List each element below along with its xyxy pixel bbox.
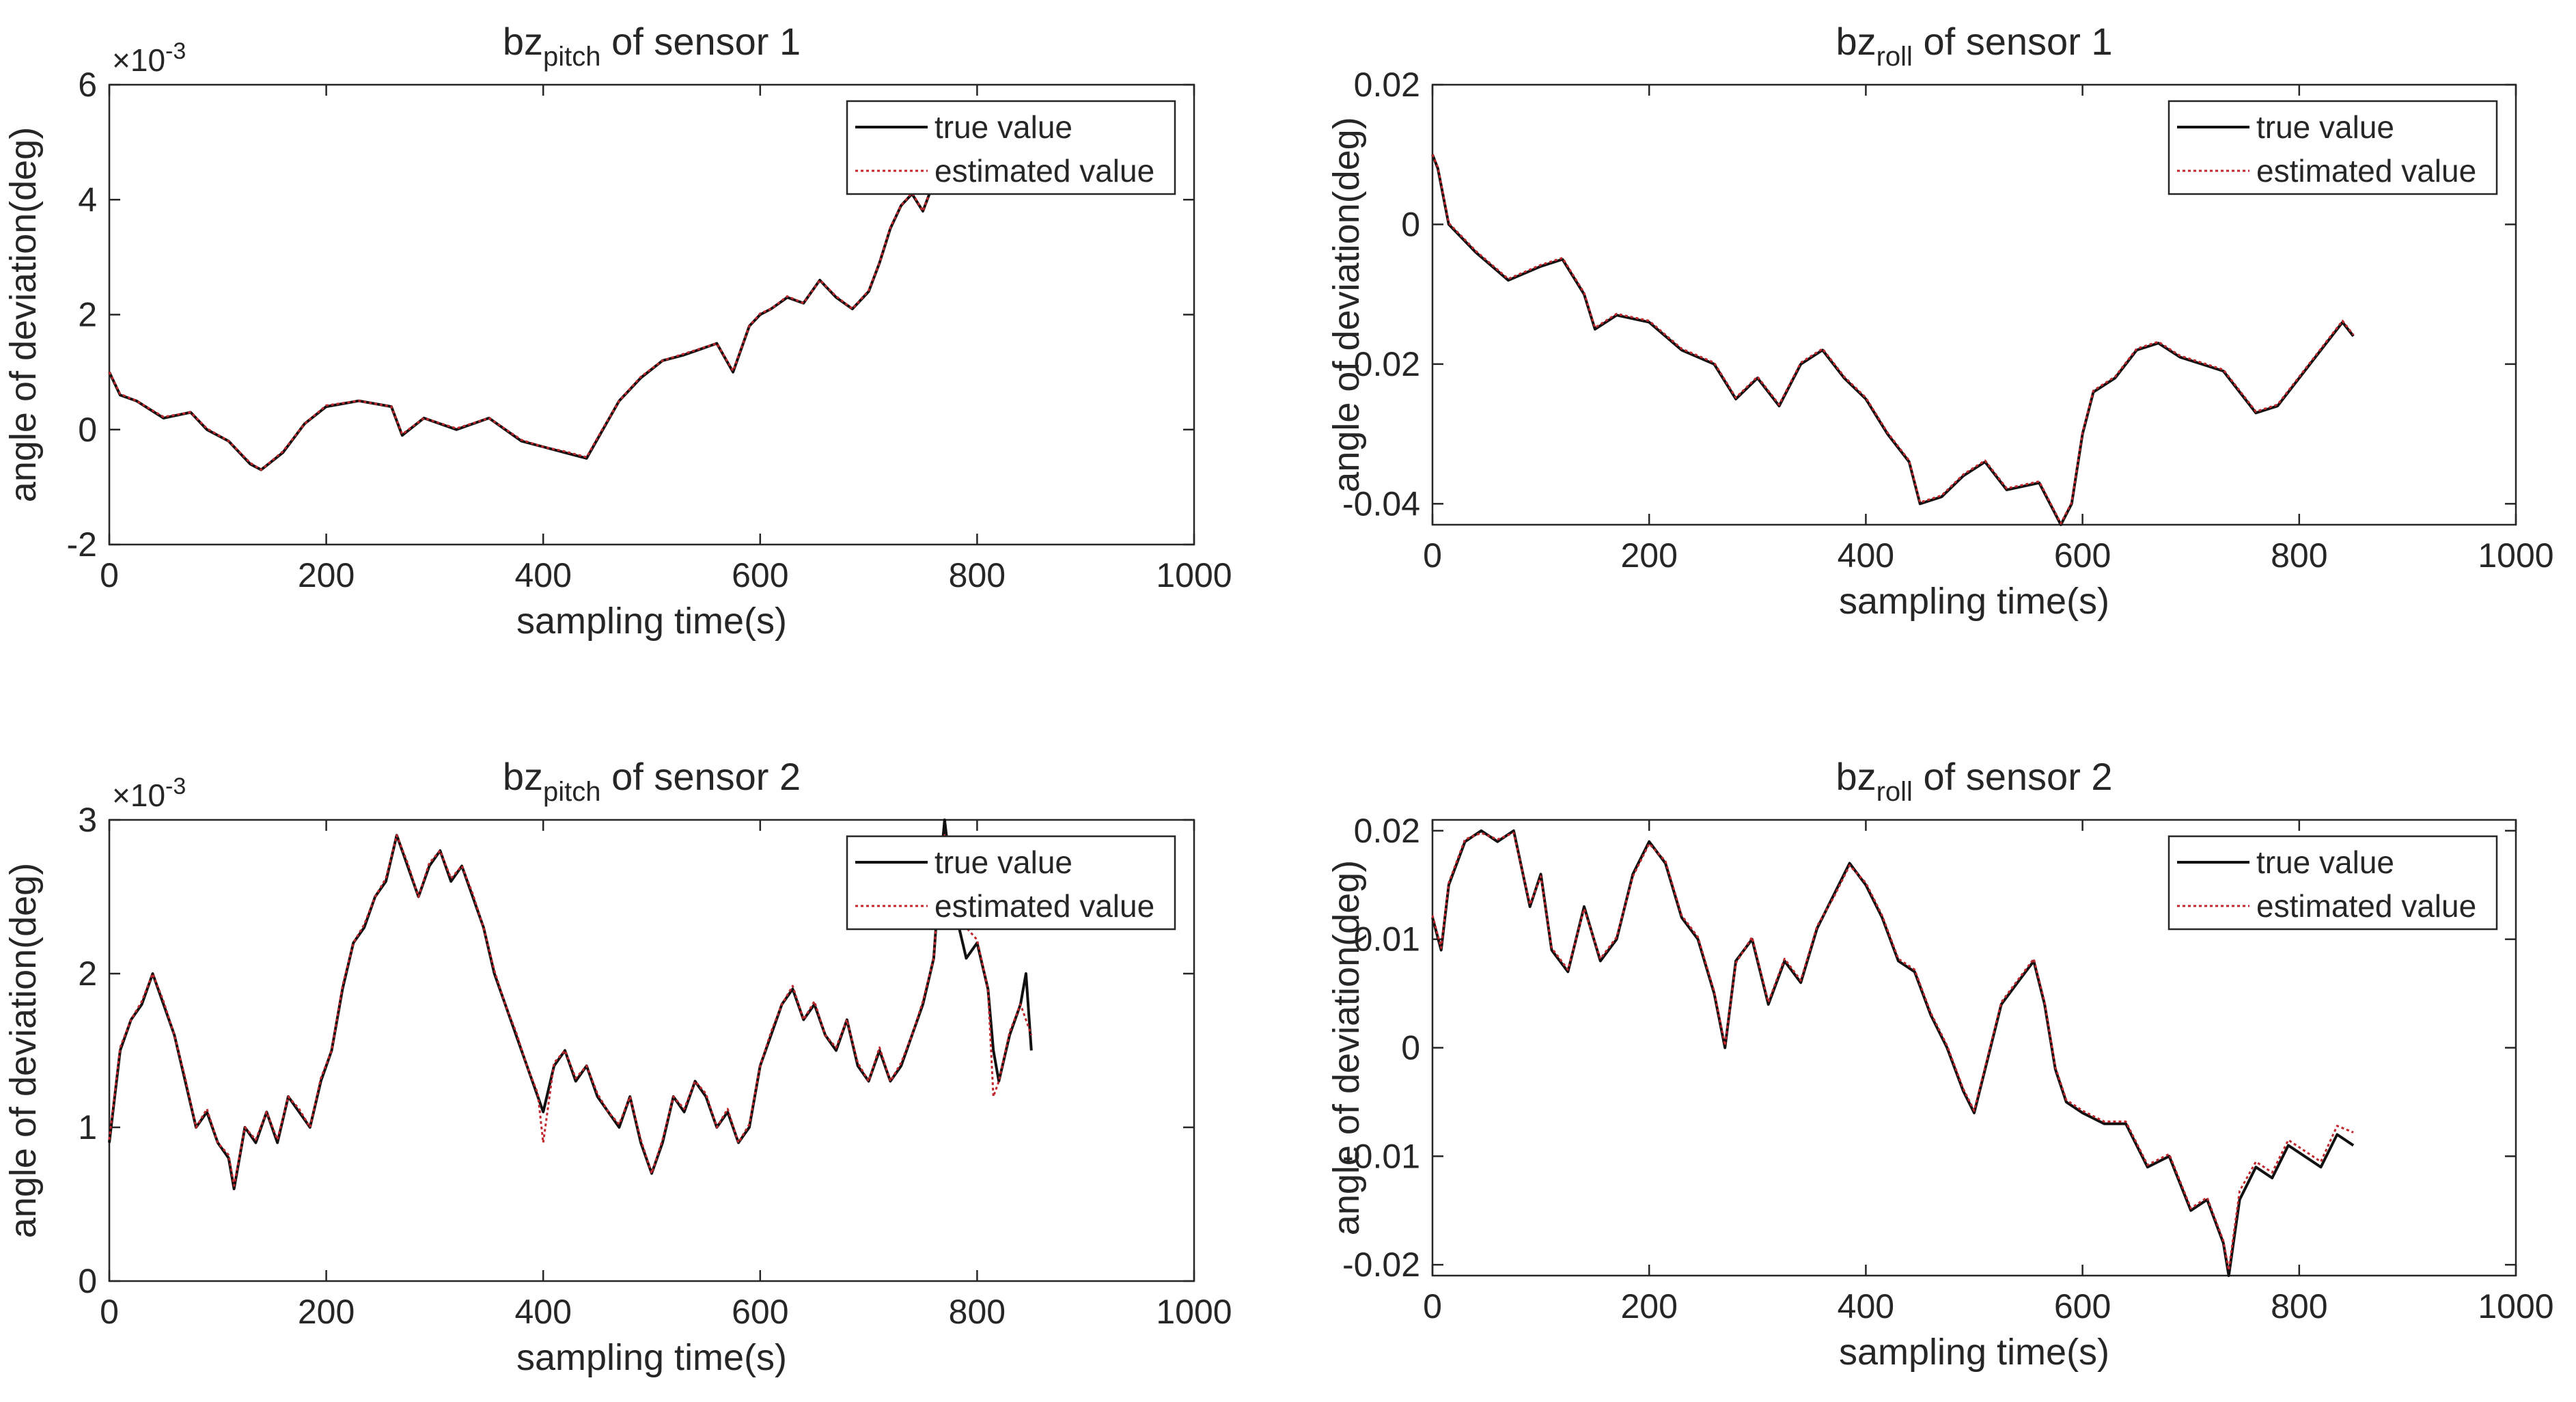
x-tick-label: 800 [2271, 1287, 2327, 1325]
y-tick-label: 0 [1401, 205, 1420, 243]
y-tick-label: 0 [1401, 1029, 1420, 1067]
y-tick-label: 6 [78, 66, 97, 104]
legend: true value estimated value [846, 835, 1176, 931]
series-estimated-value [108, 834, 1033, 1187]
y-tick-label: 0.02 [1354, 66, 1420, 104]
legend-label: estimated value [934, 888, 1154, 924]
x-tick-label: 0 [100, 556, 119, 594]
y-tick-label: -0.04 [1342, 484, 1420, 523]
legend-label: true value [934, 109, 1072, 145]
x-tick-label: 800 [949, 1293, 1006, 1331]
series-estimated-value [1431, 831, 2354, 1272]
x-tick-label: 1000 [2478, 536, 2553, 575]
x-tick-label: 0 [1423, 536, 1442, 575]
y-tick-label: 0.01 [1354, 920, 1420, 959]
legend-label: true value [2256, 844, 2394, 880]
x-tick-label: 1000 [2478, 1287, 2553, 1325]
chart-title: bzroll of sensor 2 [1836, 755, 2112, 807]
x-tick-label: 200 [1620, 1287, 1677, 1325]
legend-box [2168, 100, 2498, 195]
y-tick-label: 2 [78, 954, 97, 993]
y-tick-label: -0.02 [1342, 345, 1420, 383]
subplot-3: 0 200 400 600 800 1000 0 1 2 3 ×10-3 bzpitch of sen… [3, 755, 1232, 1378]
x-tick-label: 600 [732, 1293, 788, 1331]
x-tick-label: 600 [2054, 536, 2111, 575]
y-tick-label: 0.02 [1354, 812, 1420, 850]
y-tick-label: 0 [78, 411, 97, 449]
legend: true value estimated value [846, 100, 1176, 195]
x-tick-label: 0 [100, 1293, 119, 1331]
legend-box [2168, 835, 2498, 931]
x-axis-label: sampling time(s) [516, 1337, 787, 1378]
x-tick-label: 200 [298, 1293, 355, 1331]
legend-label: true value [2256, 109, 2394, 145]
legend-label: true value [934, 844, 1072, 880]
subplot-2: 0 200 400 600 800 1000 -0.04 -0.02 0 0.02 bzroll o… [1326, 20, 2554, 622]
legend-label: estimated value [2256, 153, 2476, 189]
x-tick-label: 800 [2271, 536, 2327, 575]
x-tick-label: 200 [298, 556, 355, 594]
y-axis-label: angle of deviation(deg) [3, 127, 44, 502]
x-tick-label: 0 [1423, 1287, 1442, 1325]
chart-title: bzpitch of sensor 1 [503, 20, 801, 72]
y-tick-label: 1 [78, 1108, 97, 1146]
chart-title: bzroll of sensor 1 [1836, 20, 2112, 72]
x-tick-label: 600 [2054, 1287, 2111, 1325]
chart-title: bzpitch of sensor 2 [503, 755, 801, 807]
x-tick-label: 400 [1838, 1287, 1894, 1325]
legend-label: estimated value [2256, 888, 2476, 924]
legend-box [846, 100, 1176, 195]
legend-box [846, 835, 1176, 931]
y-axis-label: angle of deviation(deg) [1326, 117, 1367, 492]
legend: true value estimated value [2168, 835, 2498, 931]
y-tick-label: -0.02 [1342, 1246, 1420, 1284]
x-axis-label: sampling time(s) [1839, 1332, 2109, 1373]
x-tick-label: 600 [732, 556, 788, 594]
y-tick-label: 0 [78, 1262, 97, 1300]
y-tick-label: -2 [67, 525, 97, 564]
x-tick-label: 200 [1620, 536, 1677, 575]
y-axis-label: angle of deviation(deg) [1326, 860, 1367, 1235]
x-tick-label: 1000 [1156, 556, 1232, 594]
x-tick-label: 400 [514, 556, 571, 594]
y-exponent-label: ×10-3 [112, 773, 186, 813]
y-tick-label: 2 [78, 296, 97, 334]
subplot-4: 0 200 400 600 800 1000 -0.02 -0.01 0 0.01 0.02 bzro… [1326, 755, 2554, 1373]
x-axis-label: sampling time(s) [516, 601, 787, 642]
x-tick-label: 400 [514, 1293, 571, 1331]
y-axis-label: angle of deviation(deg) [3, 863, 44, 1238]
y-tick-label: 3 [78, 801, 97, 839]
x-tick-label: 1000 [1156, 1293, 1232, 1331]
y-exponent-label: ×10-3 [112, 38, 186, 78]
series-estimated-value [1431, 154, 2355, 525]
y-tick-label: 4 [78, 180, 97, 219]
y-tick-label: -0.01 [1342, 1137, 1420, 1175]
legend: true value estimated value [2168, 100, 2498, 195]
legend-label: estimated value [934, 153, 1154, 189]
x-tick-label: 400 [1838, 536, 1894, 575]
x-tick-label: 800 [949, 556, 1006, 594]
x-axis-label: sampling time(s) [1839, 581, 2109, 622]
